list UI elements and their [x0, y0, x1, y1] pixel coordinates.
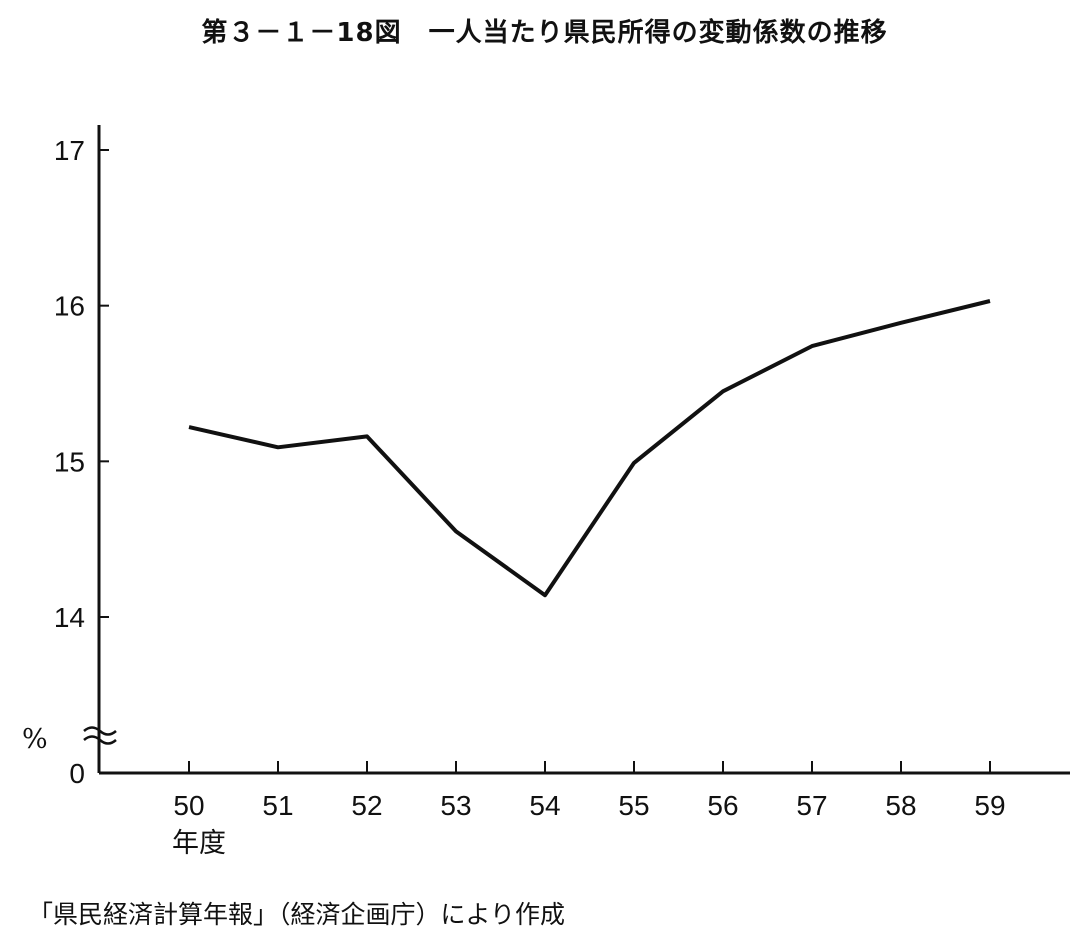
x-tick-label: 59: [974, 790, 1005, 821]
x-axis-unit: 年度: [172, 828, 226, 859]
x-tick-label: 55: [618, 790, 649, 821]
y-tick-label: 16: [54, 291, 85, 322]
y-tick-label: 17: [54, 135, 85, 166]
x-tick-label: 58: [885, 790, 916, 821]
x-tick-label: 56: [707, 790, 738, 821]
x-tick-label: 57: [796, 790, 827, 821]
x-tick-label: 54: [529, 790, 560, 821]
y-tick-label: 14: [54, 602, 85, 633]
x-tick-label: 50: [173, 790, 204, 821]
chart-title: 第３－１－18図 一人当たり県民所得の変動係数の推移: [201, 18, 888, 48]
y-tick-label: 15: [54, 446, 85, 477]
x-tick-label: 53: [440, 790, 471, 821]
x-tick-label: 51: [262, 790, 293, 821]
x-tick-label: 52: [351, 790, 382, 821]
y-tick-label: 0: [69, 758, 85, 789]
y-axis-unit: %: [22, 724, 48, 755]
source-note: 「県民経済計算年報」（経済企画庁）により作成: [28, 900, 566, 929]
series-line: [188, 299, 991, 598]
axis-break-icon: [83, 726, 117, 745]
